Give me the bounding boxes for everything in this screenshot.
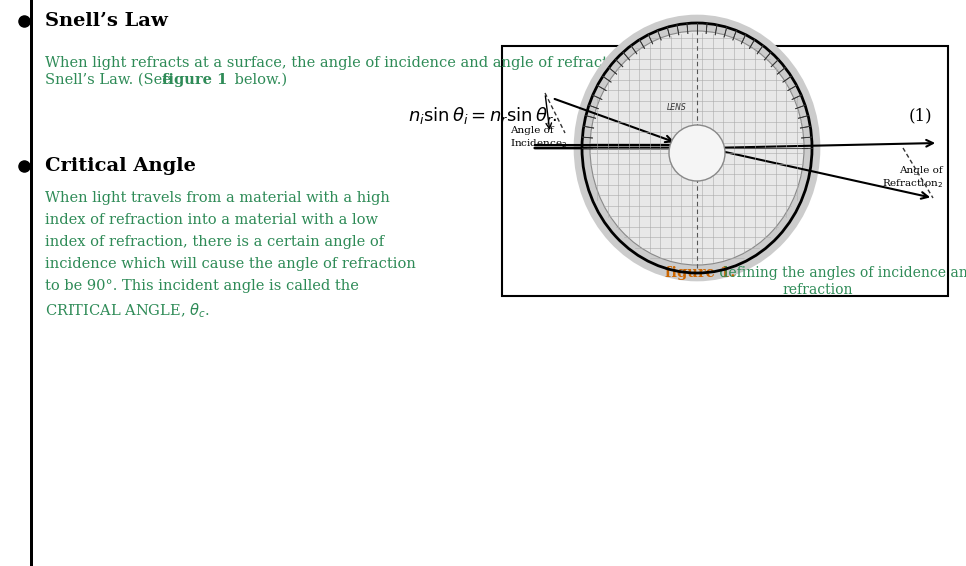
- Text: Snell’s Law: Snell’s Law: [45, 12, 168, 30]
- Text: CRITICAL ANGLE, $\theta_c$.: CRITICAL ANGLE, $\theta_c$.: [45, 301, 210, 320]
- Text: below.): below.): [230, 73, 287, 87]
- Text: Snell’s Law. (See: Snell’s Law. (See: [45, 73, 176, 87]
- Text: figure 1: figure 1: [162, 73, 227, 87]
- Text: When light travels from a material with a high: When light travels from a material with …: [45, 191, 390, 205]
- Text: to be 90°. This incident angle is called the: to be 90°. This incident angle is called…: [45, 279, 359, 293]
- Ellipse shape: [590, 31, 804, 265]
- Text: figure 1.: figure 1.: [665, 266, 735, 280]
- FancyBboxPatch shape: [30, 0, 33, 566]
- Text: Angle of
Refraction$_2$: Angle of Refraction$_2$: [882, 166, 943, 190]
- FancyBboxPatch shape: [502, 46, 948, 296]
- Text: Critical Angle: Critical Angle: [45, 157, 196, 175]
- Text: $n_i \sin\theta_i = n_r \sin\theta_r.$: $n_i \sin\theta_i = n_r \sin\theta_r.$: [409, 105, 557, 126]
- Text: index of refraction into a material with a low: index of refraction into a material with…: [45, 213, 378, 227]
- Text: refraction: refraction: [782, 283, 853, 297]
- Text: (1): (1): [908, 108, 932, 125]
- Text: Angle of
Incidence$_2$: Angle of Incidence$_2$: [510, 126, 567, 150]
- Circle shape: [669, 125, 725, 181]
- Text: defining the angles of incidence and: defining the angles of incidence and: [715, 266, 966, 280]
- Text: LENS: LENS: [668, 104, 687, 113]
- Text: When light refracts at a surface, the angle of incidence and angle of refraction: When light refracts at a surface, the an…: [45, 56, 681, 70]
- Text: index of refraction, there is a certain angle of: index of refraction, there is a certain …: [45, 235, 384, 249]
- Text: incidence which will cause the angle of refraction: incidence which will cause the angle of …: [45, 257, 416, 271]
